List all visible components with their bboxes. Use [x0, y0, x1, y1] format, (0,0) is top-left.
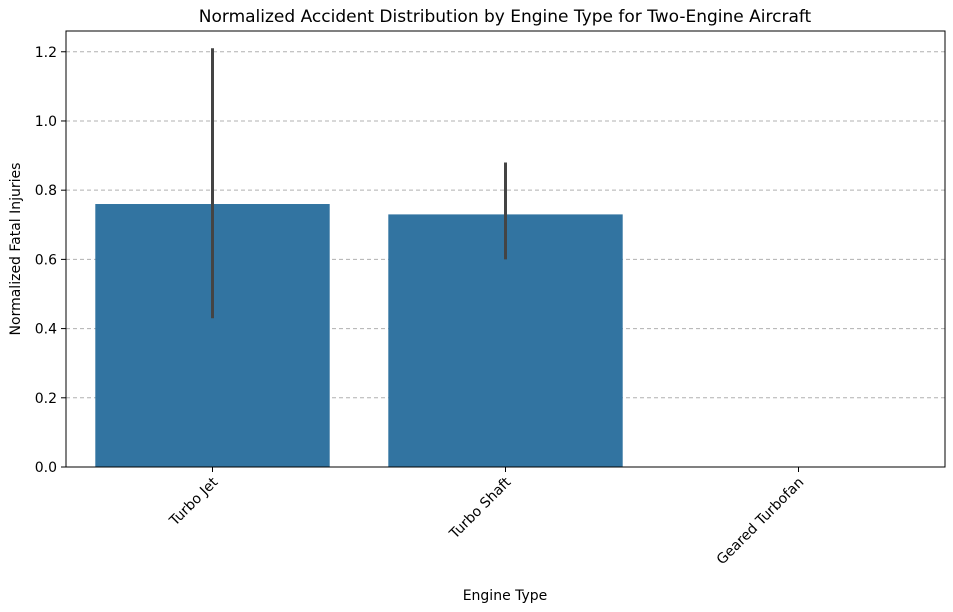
- y-tick-label: 0.0: [35, 460, 57, 476]
- y-tick-label: 1.0: [35, 114, 57, 130]
- x-tick-label: Turbo Jet: [166, 474, 222, 530]
- y-tick-label: 0.8: [35, 183, 57, 199]
- y-tick-label: 0.4: [35, 322, 57, 338]
- x-tick-label: Geared Turbofan: [714, 475, 808, 569]
- x-tick-label: Turbo Shaft: [446, 474, 515, 543]
- y-axis-label: Normalized Fatal Injuries: [8, 163, 24, 336]
- x-axis-label: Engine Type: [463, 588, 548, 604]
- y-tick-label: 1.2: [35, 45, 57, 61]
- y-tick-label: 0.6: [35, 252, 57, 268]
- y-tick-label: 0.2: [35, 391, 57, 407]
- bars: [95, 204, 623, 467]
- chart-title: Normalized Accident Distribution by Engi…: [199, 7, 812, 27]
- error-bars: [211, 48, 507, 319]
- y-axis: 0.0 0.2 0.4 0.6 0.8 1.0 1.2: [35, 45, 66, 476]
- x-axis: Turbo Jet Turbo Shaft Geared Turbofan: [166, 467, 807, 568]
